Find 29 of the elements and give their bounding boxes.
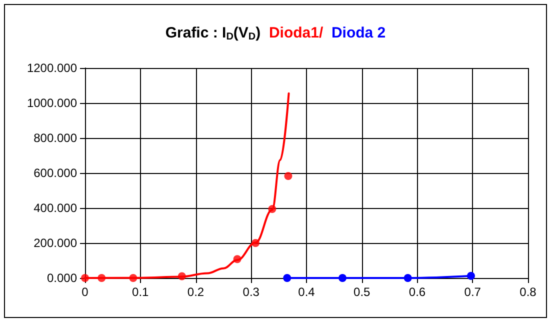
point xyxy=(283,274,292,282)
point xyxy=(178,272,186,280)
x-tick-label: 0.6 xyxy=(408,285,426,299)
text: Dioda 2 xyxy=(331,24,386,42)
point xyxy=(466,272,475,280)
x-tick-label: 0.8 xyxy=(520,285,537,299)
y-tick-label: 0.000 xyxy=(46,271,78,285)
point xyxy=(404,274,412,282)
point xyxy=(338,274,346,282)
point xyxy=(252,239,260,247)
y-tick-label: 400.000 xyxy=(34,201,78,215)
point xyxy=(284,172,292,180)
x-tick-label: 0.7 xyxy=(464,285,482,299)
x-tick-label: 0.3 xyxy=(242,285,260,299)
point xyxy=(233,255,242,264)
y-tick-label: 200.000 xyxy=(34,236,78,250)
y-tick-label: 1000.000 xyxy=(26,96,78,110)
x-tick-label: 0 xyxy=(82,285,89,299)
x-tick-label: 0.1 xyxy=(132,285,150,299)
x-tick-label: 0.4 xyxy=(298,285,316,299)
x-tick-label: 0.2 xyxy=(187,285,204,299)
y-tick-label: 600.000 xyxy=(34,166,78,180)
point xyxy=(129,274,138,282)
point xyxy=(98,274,106,282)
y-tick-label: 800.000 xyxy=(34,131,78,145)
y-tick-label: 1200.000 xyxy=(26,61,78,75)
x-tick-label: 0.5 xyxy=(354,285,371,299)
text: Dioda1/ xyxy=(268,24,324,42)
point xyxy=(268,205,276,214)
